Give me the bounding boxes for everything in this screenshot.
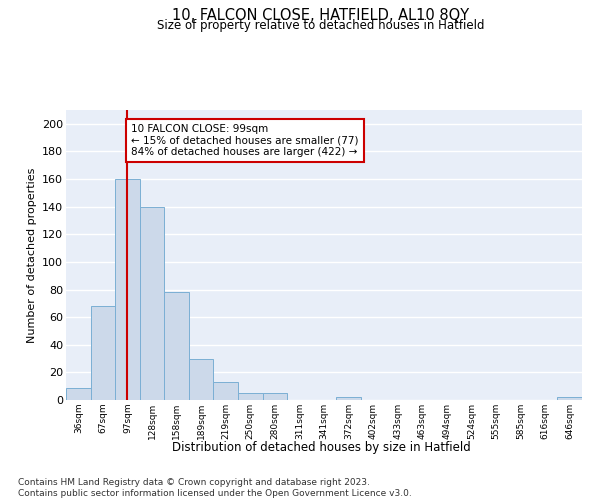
Text: Size of property relative to detached houses in Hatfield: Size of property relative to detached ho…: [157, 19, 485, 32]
Bar: [214, 382, 238, 400]
Bar: [263, 393, 287, 400]
Bar: [66, 388, 91, 400]
Text: Contains HM Land Registry data © Crown copyright and database right 2023.
Contai: Contains HM Land Registry data © Crown c…: [18, 478, 412, 498]
Bar: [557, 397, 582, 400]
Text: Distribution of detached houses by size in Hatfield: Distribution of detached houses by size …: [172, 441, 470, 454]
Bar: [164, 292, 189, 400]
Bar: [140, 206, 164, 400]
Bar: [238, 393, 263, 400]
Bar: [115, 179, 140, 400]
Bar: [91, 306, 115, 400]
Y-axis label: Number of detached properties: Number of detached properties: [26, 168, 37, 342]
Bar: [336, 397, 361, 400]
Bar: [189, 358, 214, 400]
Text: 10 FALCON CLOSE: 99sqm
← 15% of detached houses are smaller (77)
84% of detached: 10 FALCON CLOSE: 99sqm ← 15% of detached…: [131, 124, 359, 157]
Text: 10, FALCON CLOSE, HATFIELD, AL10 8QY: 10, FALCON CLOSE, HATFIELD, AL10 8QY: [172, 8, 470, 22]
